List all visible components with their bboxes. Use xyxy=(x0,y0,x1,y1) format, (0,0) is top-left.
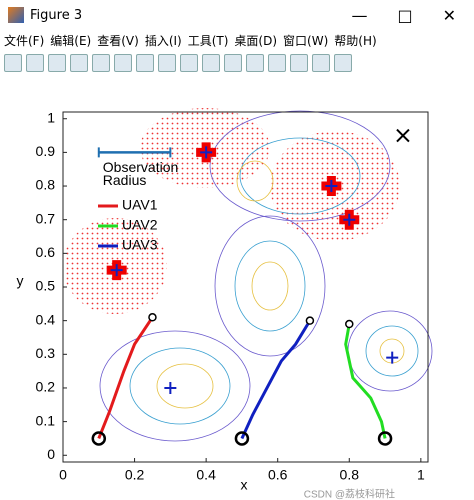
x-tick-label: 1 xyxy=(417,467,425,483)
y-tick-label: 1 xyxy=(47,109,55,125)
app-icon xyxy=(8,7,24,23)
target-marker xyxy=(343,213,356,226)
x-tick-label: 0.8 xyxy=(340,467,360,483)
target-marker xyxy=(110,264,123,277)
toolbar-button[interactable] xyxy=(26,54,44,72)
chart: x y CSDN @荔枝科研社 0 0.2 0.4 0.6 0.8 1 0 0.1 0.2 0.3… xyxy=(0,76,474,500)
menu-item[interactable]: 桌面(D) xyxy=(234,33,278,48)
toolbar-button[interactable] xyxy=(92,54,110,72)
toolbar-button[interactable] xyxy=(48,54,66,72)
toolbar-button[interactable] xyxy=(4,54,22,72)
y-tick-label: 0.8 xyxy=(36,177,56,193)
toolbar-button[interactable] xyxy=(70,54,88,72)
maximize-button[interactable]: □ xyxy=(397,5,413,25)
annotation: Observation xyxy=(103,159,178,175)
uav-path xyxy=(240,319,312,440)
target-marker xyxy=(200,146,213,159)
menu-item[interactable]: 插入(I) xyxy=(144,33,182,48)
y-tick-label: 0.6 xyxy=(36,244,56,260)
start-marker xyxy=(377,431,393,446)
toolbar-button[interactable] xyxy=(136,54,154,72)
end-marker xyxy=(305,316,315,325)
toolbar-button[interactable] xyxy=(180,54,198,72)
menu-bar: 文件(F) 编辑(E) 查看(V) 插入(I) 工具(T) 桌面(D) 窗口(W) 帮助(H) xyxy=(0,30,474,50)
x-tick-label: 0.2 xyxy=(125,467,145,483)
start-marker xyxy=(234,431,250,446)
uav-path xyxy=(97,316,154,439)
x-axis-label: x xyxy=(241,477,248,493)
x-tick-label: 0 xyxy=(59,467,67,483)
end-marker xyxy=(345,319,354,329)
menu-item[interactable]: 工具(T) xyxy=(187,33,229,48)
title-bar: Figure 3 — □ ✕ xyxy=(0,0,474,30)
legend-label: UAV1 xyxy=(122,197,158,213)
y-tick-label: 0.9 xyxy=(36,143,56,159)
start-marker xyxy=(91,431,107,446)
target-marker xyxy=(325,180,338,193)
y-tick-label: 0.1 xyxy=(36,412,56,428)
legend-label: UAV3 xyxy=(122,237,158,253)
toolbar-button[interactable] xyxy=(312,54,330,72)
toolbar-button[interactable] xyxy=(114,54,132,72)
y-tick-label: 0.4 xyxy=(36,311,56,327)
contours xyxy=(99,110,433,442)
x-tick-label: 0.4 xyxy=(196,467,216,483)
menu-item[interactable]: 帮助(H) xyxy=(334,33,377,48)
y-axis-label: y xyxy=(17,273,24,289)
y-tick-label: 0.3 xyxy=(36,345,56,361)
menu-item[interactable]: 文件(F) xyxy=(4,33,45,48)
toolbar-button[interactable] xyxy=(224,54,242,72)
toolbar-button[interactable] xyxy=(246,54,264,72)
goal-marker xyxy=(396,128,410,143)
x-tick-label: 0.6 xyxy=(268,467,288,483)
target-marker xyxy=(164,381,177,394)
legend-label: UAV2 xyxy=(122,217,158,233)
menu-item[interactable]: 编辑(E) xyxy=(50,33,92,48)
toolbar-button[interactable] xyxy=(202,54,220,72)
toolbar-button[interactable] xyxy=(158,54,176,72)
toolbar xyxy=(0,50,474,77)
y-tick-label: 0.7 xyxy=(36,210,56,226)
menu-item[interactable]: 窗口(W) xyxy=(283,33,329,48)
minimize-button[interactable]: — xyxy=(351,5,368,25)
target-marker xyxy=(386,351,399,364)
watermark: CSDN @荔枝科研社 xyxy=(304,488,395,500)
menu-item[interactable]: 查看(V) xyxy=(97,33,139,48)
toolbar-button[interactable] xyxy=(290,54,308,72)
annotation: Radius xyxy=(103,172,147,188)
uav-path xyxy=(344,323,387,439)
y-tick-label: 0.5 xyxy=(36,278,56,294)
toolbar-button[interactable] xyxy=(334,54,352,72)
window-title: Figure 3 xyxy=(30,7,83,23)
y-tick-label: 0.2 xyxy=(36,379,56,395)
y-tick-label: 0 xyxy=(47,446,55,462)
toolbar-button[interactable] xyxy=(268,54,286,72)
close-button[interactable]: ✕ xyxy=(442,5,456,25)
end-marker xyxy=(148,313,157,322)
